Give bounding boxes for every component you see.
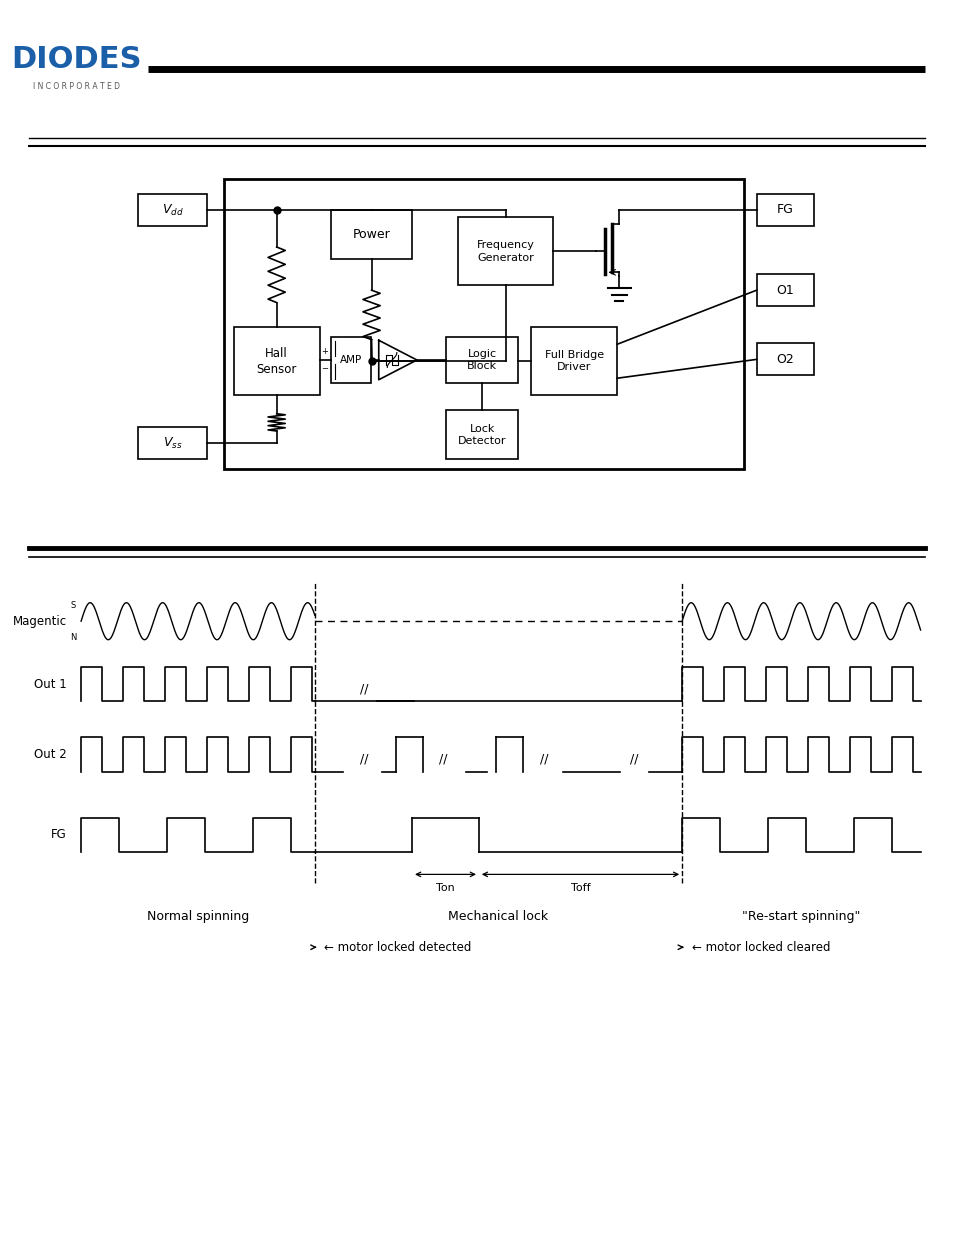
Text: Full Bridge
Driver: Full Bridge Driver: [544, 350, 603, 373]
Bar: [331, 210, 412, 259]
Text: Lock
Detector: Lock Detector: [457, 424, 506, 446]
Bar: [138, 194, 207, 226]
Text: Normal spinning: Normal spinning: [147, 910, 249, 923]
Text: Frequency
Generator: Frequency Generator: [476, 240, 534, 263]
Text: Logic
Block: Logic Block: [467, 348, 497, 372]
Text: I N C O R P O R A T E D: I N C O R P O R A T E D: [32, 82, 120, 91]
Text: //: //: [539, 752, 547, 766]
Text: S: S: [71, 600, 76, 610]
Text: O1: O1: [776, 284, 793, 296]
Text: Out 1: Out 1: [34, 678, 67, 690]
Text: //: //: [439, 752, 447, 766]
Bar: [531, 327, 617, 395]
Text: N: N: [71, 632, 76, 642]
Text: //: //: [360, 752, 368, 766]
Text: FG: FG: [51, 829, 67, 841]
Text: Power: Power: [353, 228, 390, 241]
Text: Out 2: Out 2: [34, 748, 67, 761]
Text: DIODES: DIODES: [11, 44, 141, 74]
Text: //: //: [630, 752, 638, 766]
Bar: [457, 217, 553, 285]
Bar: [446, 410, 517, 459]
Bar: [233, 327, 319, 395]
Text: Mechanical lock: Mechanical lock: [448, 910, 548, 923]
Bar: [756, 194, 813, 226]
Bar: [138, 427, 207, 459]
Text: $V_{ss}$: $V_{ss}$: [163, 436, 182, 451]
Bar: [446, 337, 517, 383]
Text: //: //: [360, 682, 368, 695]
Text: −: −: [320, 364, 328, 373]
Bar: [756, 274, 813, 306]
Text: +: +: [320, 347, 328, 356]
Text: Magentic: Magentic: [12, 615, 67, 627]
Text: $V_{dd}$: $V_{dd}$: [162, 203, 183, 217]
Text: Hall
Sensor: Hall Sensor: [256, 347, 296, 375]
Text: Ton: Ton: [436, 883, 455, 893]
Text: "Re-start spinning": "Re-start spinning": [741, 910, 860, 923]
Bar: [224, 179, 743, 469]
Text: ← motor locked detected: ← motor locked detected: [324, 941, 471, 953]
Text: AMP: AMP: [339, 354, 362, 366]
Text: Toff: Toff: [570, 883, 590, 893]
Bar: [756, 343, 813, 375]
Text: FG: FG: [776, 204, 793, 216]
Text: ← motor locked cleared: ← motor locked cleared: [691, 941, 829, 953]
Text: O2: O2: [776, 353, 793, 366]
Bar: [331, 337, 371, 383]
